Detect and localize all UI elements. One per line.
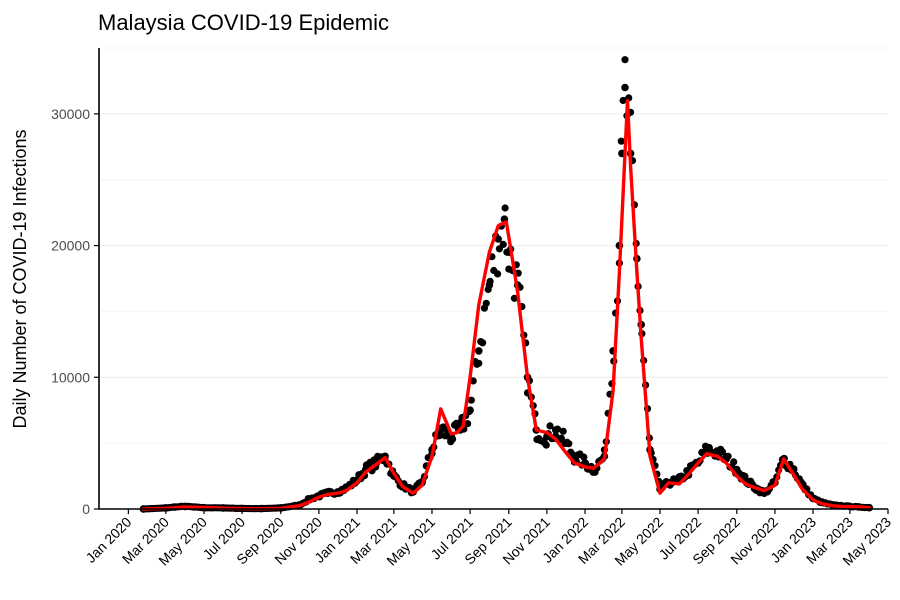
- data-point: [510, 294, 518, 302]
- data-point: [464, 420, 472, 428]
- data-point: [542, 441, 550, 449]
- trend-line-layer: [141, 99, 871, 511]
- y-tick-label: 30000: [51, 106, 90, 122]
- data-point: [494, 270, 502, 278]
- data-point: [482, 299, 490, 307]
- data-point: [730, 458, 738, 466]
- data-point: [546, 422, 554, 430]
- trend-line: [141, 99, 871, 511]
- data-point: [557, 434, 565, 442]
- y-tick-label: 20000: [51, 238, 90, 254]
- y-tick-label: 0: [82, 501, 90, 517]
- data-point: [703, 445, 711, 454]
- data-point: [617, 137, 625, 145]
- data-point: [479, 339, 487, 347]
- y-tick-label: 10000: [51, 369, 90, 385]
- data-point: [551, 426, 560, 434]
- data-point: [467, 396, 475, 404]
- data-point: [485, 281, 494, 289]
- data-point: [619, 96, 627, 105]
- chart-title: Malaysia COVID-19 Epidemic: [98, 10, 389, 35]
- gridlines: [99, 47, 888, 510]
- data-point: [475, 347, 483, 355]
- data-point: [621, 83, 629, 92]
- y-axis-label: Daily Number of COVID-19 Infections: [10, 129, 30, 428]
- data-point: [475, 359, 483, 367]
- data-point: [580, 453, 588, 461]
- data-point: [559, 427, 567, 435]
- data-point: [499, 240, 507, 248]
- data-point: [621, 56, 629, 64]
- data-point: [561, 439, 570, 447]
- data-point: [494, 235, 503, 243]
- daily-infection-points: [139, 56, 874, 513]
- data-point: [501, 204, 509, 212]
- data-point: [466, 406, 474, 415]
